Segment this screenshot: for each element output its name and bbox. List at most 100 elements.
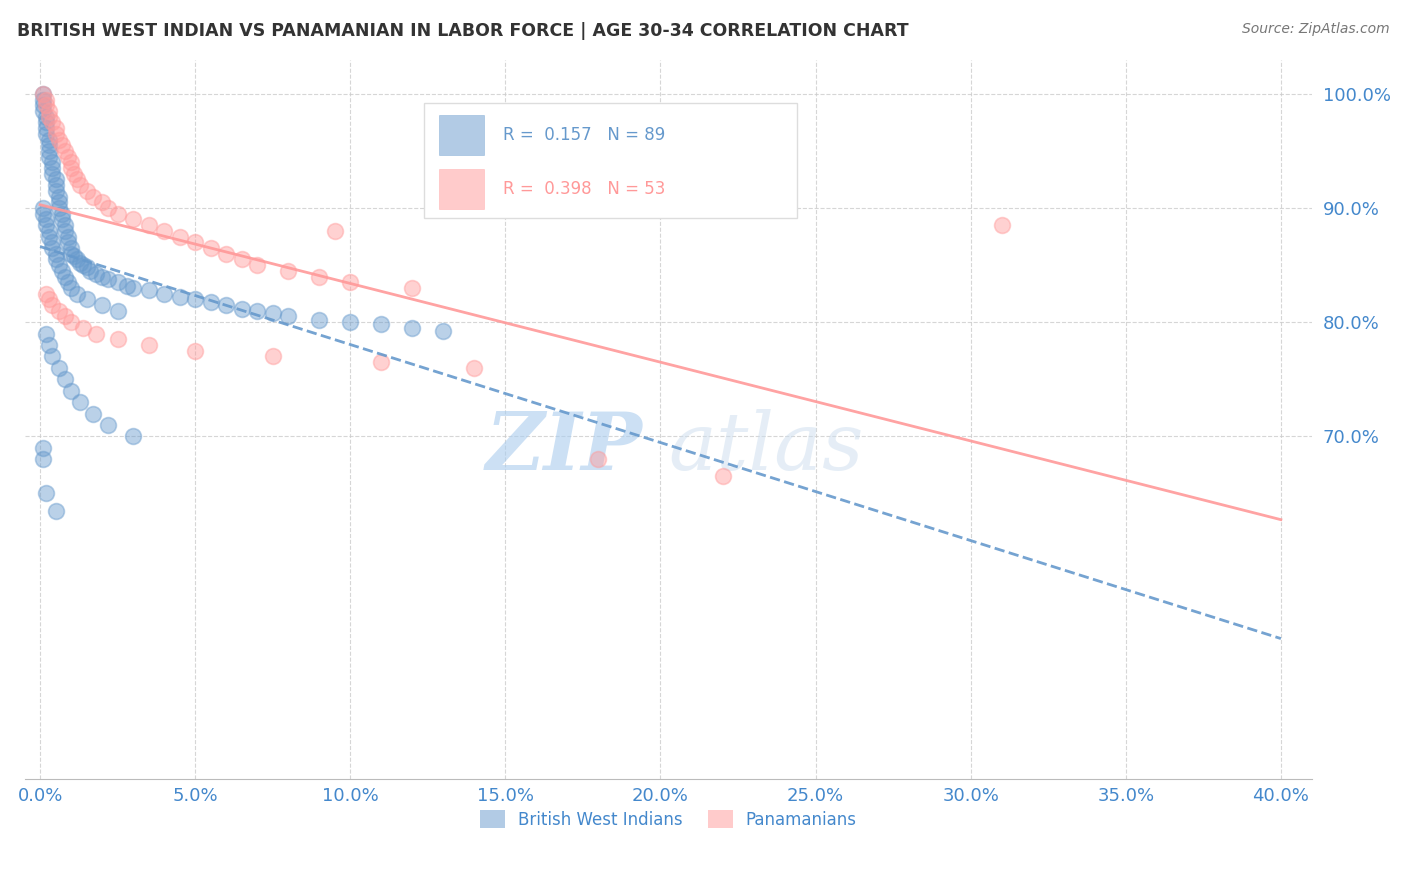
Point — [45, 184, 67, 198]
Point — [63, 167, 86, 181]
Point — [32, 87, 55, 101]
Point — [32, 207, 55, 221]
Point — [32, 103, 55, 118]
Point — [60, 315, 83, 329]
Point — [48, 189, 70, 203]
Point — [122, 281, 145, 295]
Point — [72, 258, 94, 272]
Point — [32, 441, 55, 455]
Point — [45, 178, 67, 193]
Point — [32, 201, 55, 215]
Text: R =  0.157   N = 89: R = 0.157 N = 89 — [503, 126, 665, 144]
Point — [82, 407, 104, 421]
Point — [35, 212, 58, 227]
Point — [35, 326, 58, 341]
FancyBboxPatch shape — [439, 169, 484, 209]
Point — [262, 350, 284, 364]
Point — [60, 155, 83, 169]
Point — [56, 235, 79, 250]
Point — [41, 235, 63, 250]
Point — [41, 161, 63, 175]
Point — [48, 132, 70, 146]
Point — [463, 360, 485, 375]
Point — [45, 172, 67, 186]
Point — [53, 144, 76, 158]
Point — [79, 264, 101, 278]
Point — [53, 310, 76, 324]
Point — [51, 212, 73, 227]
Point — [48, 360, 70, 375]
Point — [41, 350, 63, 364]
Point — [38, 229, 60, 244]
Point — [60, 241, 83, 255]
Point — [45, 246, 67, 260]
Point — [32, 452, 55, 467]
Point — [41, 115, 63, 129]
Point — [339, 315, 361, 329]
Point — [35, 98, 58, 112]
Point — [45, 503, 67, 517]
Point — [308, 269, 330, 284]
Point — [153, 286, 176, 301]
Point — [35, 218, 58, 232]
FancyBboxPatch shape — [439, 115, 484, 154]
Point — [56, 229, 79, 244]
Point — [35, 127, 58, 141]
Point — [38, 138, 60, 153]
Point — [38, 103, 60, 118]
Point — [45, 252, 67, 267]
Point — [32, 87, 55, 101]
Point — [45, 127, 67, 141]
Point — [45, 121, 67, 136]
Point — [38, 293, 60, 307]
Point — [69, 178, 91, 193]
Point — [53, 372, 76, 386]
Point — [66, 172, 89, 186]
Point — [41, 241, 63, 255]
Point — [60, 161, 83, 175]
Point — [215, 298, 238, 312]
Point — [76, 260, 98, 275]
Point — [200, 294, 222, 309]
Point — [990, 218, 1012, 232]
Point — [432, 324, 454, 338]
Point — [35, 110, 58, 124]
Point — [38, 338, 60, 352]
Point — [38, 110, 60, 124]
Point — [97, 417, 120, 432]
Point — [401, 321, 423, 335]
Point — [308, 313, 330, 327]
Point — [48, 258, 70, 272]
Point — [56, 150, 79, 164]
Point — [138, 283, 160, 297]
Point — [122, 212, 145, 227]
Point — [84, 326, 107, 341]
Point — [200, 241, 222, 255]
Point — [35, 93, 58, 107]
Point — [277, 310, 299, 324]
Point — [231, 252, 253, 267]
Point — [35, 286, 58, 301]
Point — [38, 224, 60, 238]
Point — [97, 272, 120, 286]
Point — [69, 256, 91, 270]
Point — [107, 275, 129, 289]
Point — [60, 281, 83, 295]
Point — [169, 290, 191, 304]
Point — [246, 258, 269, 272]
Point — [184, 235, 207, 250]
Point — [53, 218, 76, 232]
Point — [69, 395, 91, 409]
Point — [76, 184, 98, 198]
Point — [51, 207, 73, 221]
Text: Source: ZipAtlas.com: Source: ZipAtlas.com — [1241, 22, 1389, 37]
Text: atlas: atlas — [668, 409, 863, 487]
Point — [66, 252, 89, 267]
Point — [35, 121, 58, 136]
Point — [35, 115, 58, 129]
Text: R =  0.398   N = 53: R = 0.398 N = 53 — [503, 180, 666, 198]
Point — [91, 269, 114, 284]
Text: ZIP: ZIP — [485, 409, 643, 487]
Point — [169, 229, 191, 244]
Point — [91, 195, 114, 210]
